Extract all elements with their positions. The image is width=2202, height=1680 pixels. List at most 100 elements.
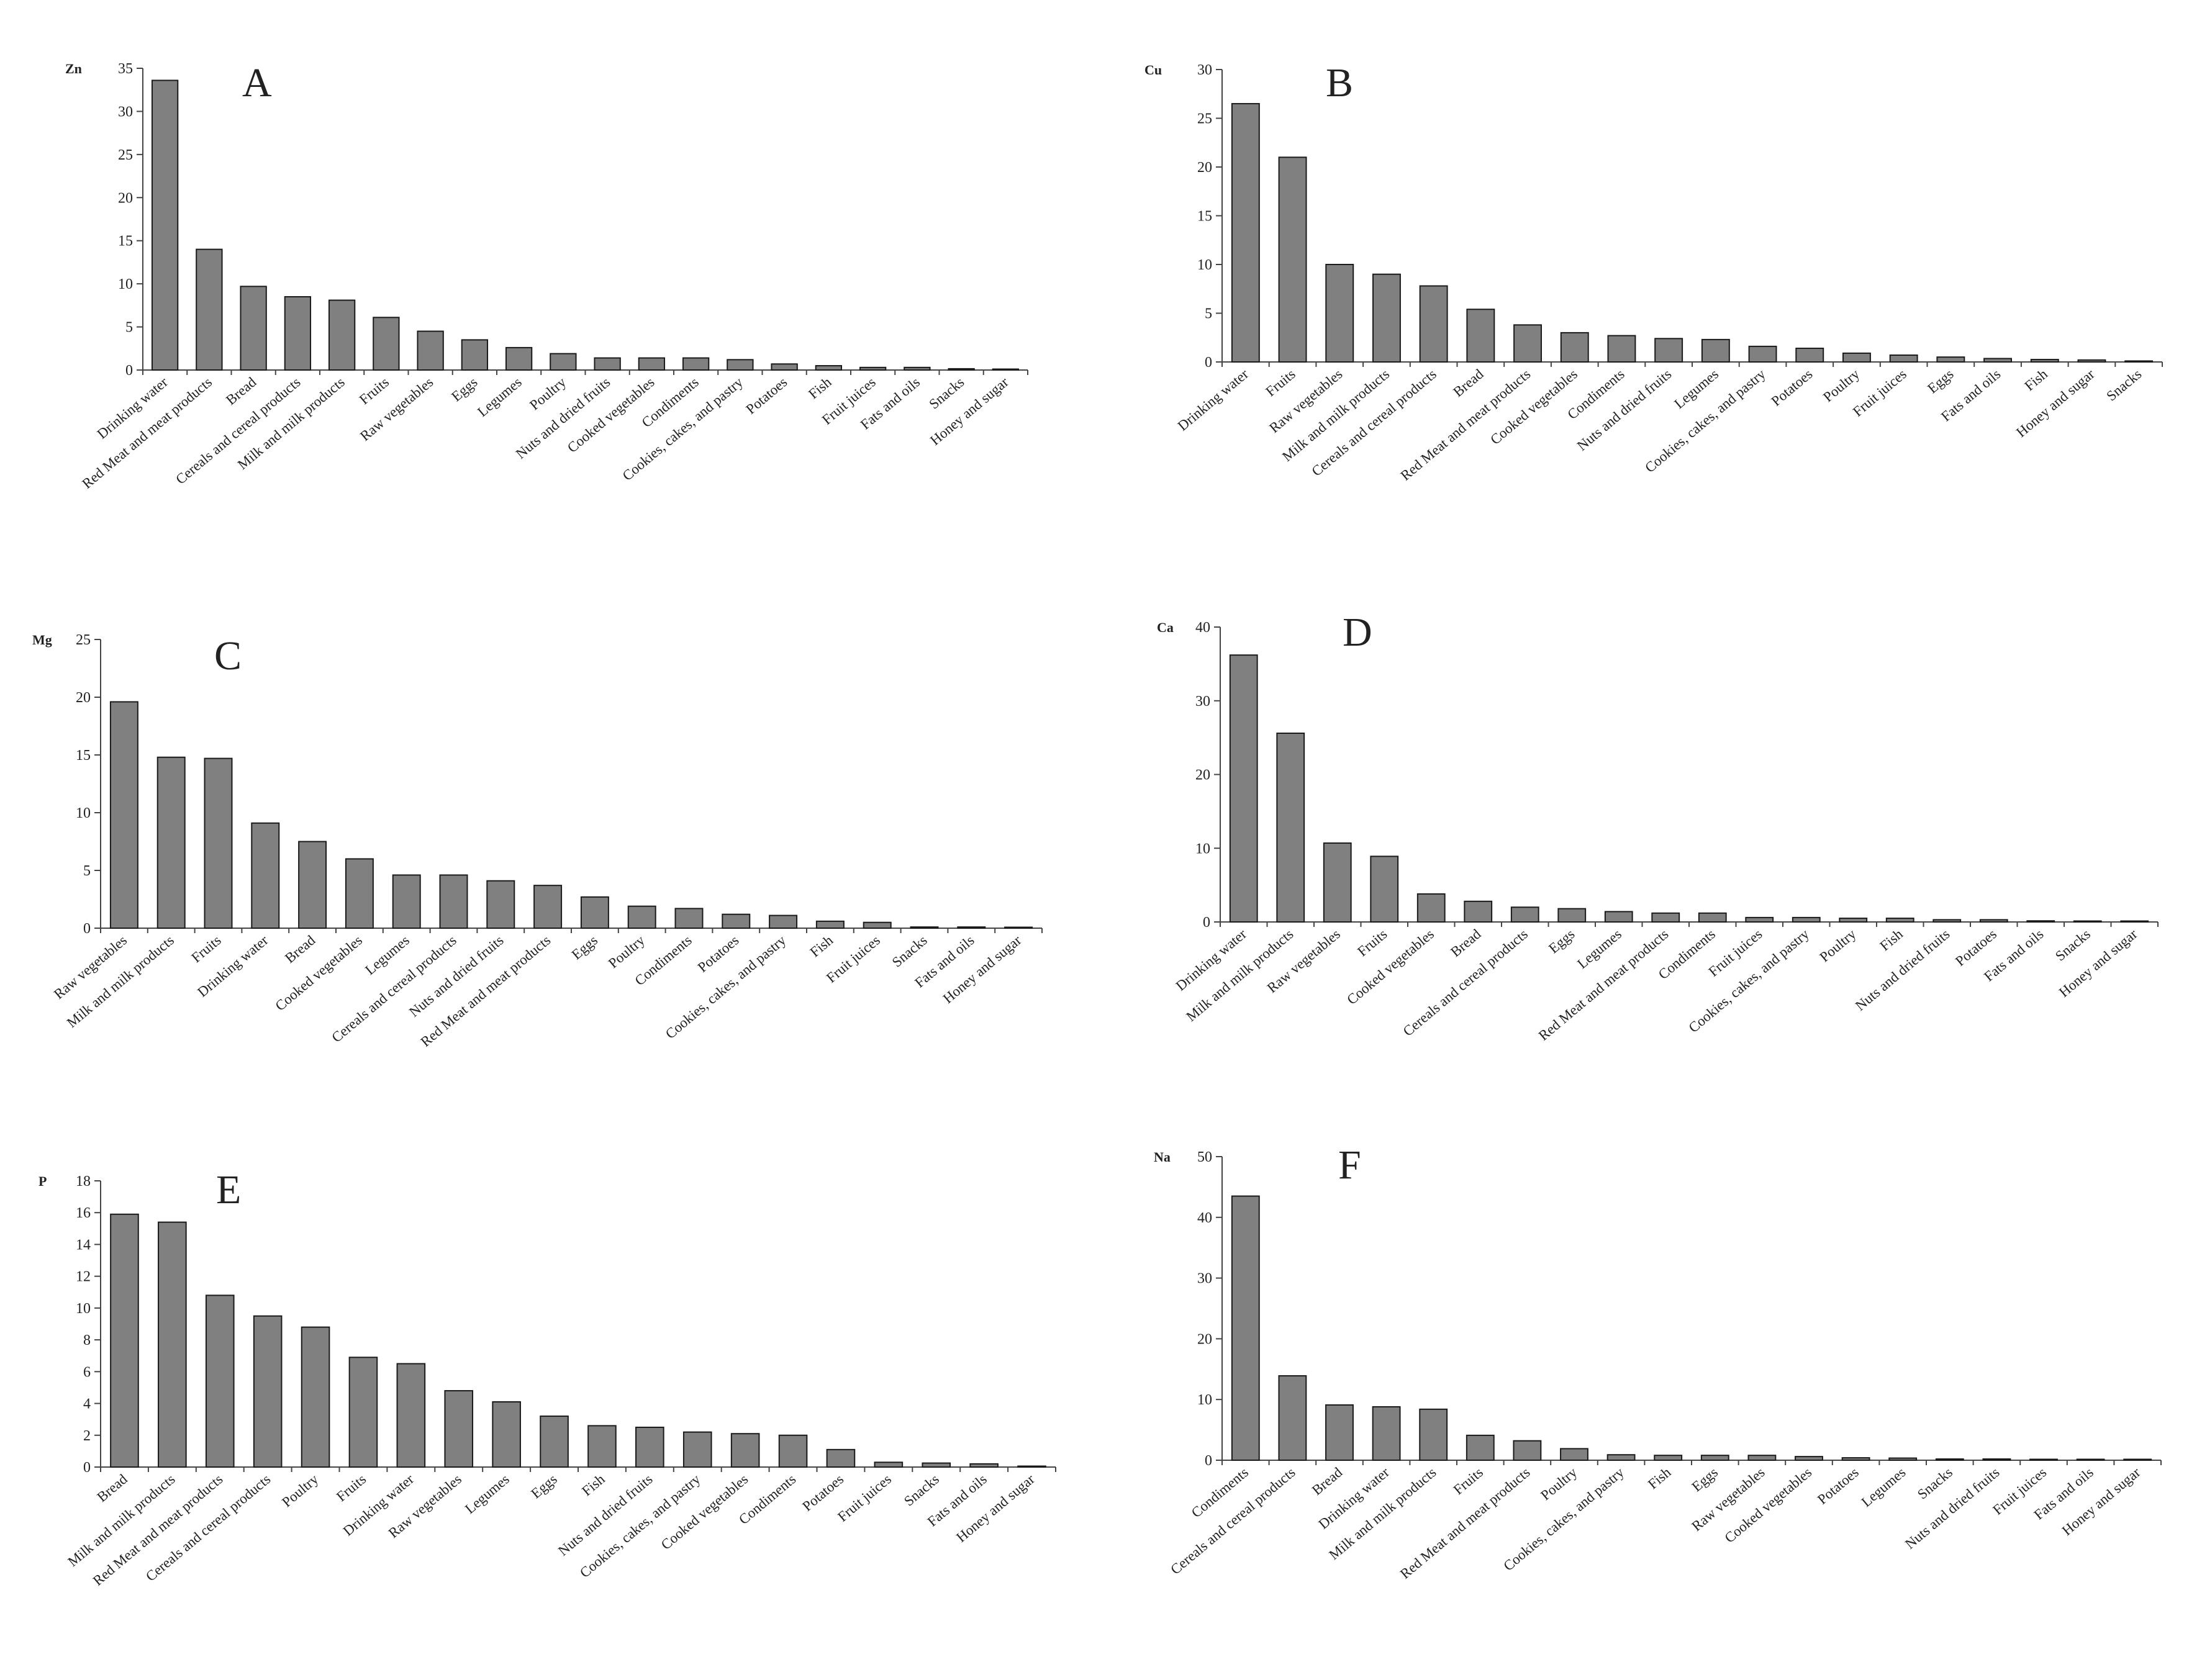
y-tick-label: 10 [76,805,91,821]
y-tick-label: 0 [1205,355,1212,371]
bar-bread [1325,1404,1354,1461]
bar-potatoes [826,1448,856,1468]
y-tick-label: 15 [76,747,91,764]
panel-label: F [1338,1142,1361,1188]
y-tick-label: 0 [1205,1453,1212,1469]
y-tick-label: 50 [1197,1149,1212,1165]
y-tick-label: 20 [76,690,91,706]
bar-fats-and-oils [969,1463,999,1468]
y-tick-label: 20 [1197,160,1212,176]
bar-poultry [550,353,577,371]
bar-fruit-juices [874,1461,904,1468]
y-tick-label: 0 [1203,915,1210,931]
bar-legumes [492,1401,521,1468]
bar-poultry [1560,1448,1588,1461]
bar-legumes [1888,1457,1918,1461]
bar-legumes [392,874,421,929]
bar-raw-vegetables [1325,264,1354,363]
y-tick-label: 30 [1197,1271,1212,1287]
bar-cookies-cakes-and-pastry [727,359,754,371]
bar-condiments [778,1434,808,1468]
bar-milk-and-milk-products [1276,733,1305,923]
bar-drinking-water [396,1363,426,1468]
bar-cooked-vegetables [730,1433,760,1468]
bar-red-meat-and-meat-products [205,1294,235,1468]
y-tick-label: 20 [1197,1331,1212,1347]
bar-snacks [922,1462,951,1468]
bar-cooked-vegetables [1795,1456,1823,1461]
bar-fruits [373,317,400,371]
bar-honey-and-sugar [1004,926,1033,929]
bar-raw-vegetables [444,1390,474,1468]
bar-fruit-juices [1745,916,1774,923]
bar-cooked-vegetables [345,858,374,929]
y-tick-label: 0 [125,363,133,379]
y-tick-label: 15 [1197,209,1212,225]
y-tick-label: 6 [83,1364,91,1380]
y-tick-label: 10 [76,1301,91,1317]
bar-milk-and-milk-products [1419,1408,1448,1461]
bar-snacks [910,926,939,929]
bar-condiments [674,908,704,929]
bar-fruit-juices [2029,1458,2058,1461]
bar-fish [815,365,843,371]
bar-fats-and-oils [904,366,931,371]
bar-fish [1885,918,1914,923]
bar-cereals-and-cereal-products [1510,906,1539,923]
bar-honey-and-sugar [1017,1465,1046,1468]
bar-cookies-cakes-and-pastry [1748,345,1777,363]
bar-red-meat-and-meat-products [196,248,223,371]
bar-nuts-and-dried-fruits [1932,919,1962,923]
bar-red-meat-and-meat-products [1513,324,1543,363]
bar-cookies-cakes-and-pastry [1792,916,1821,923]
bar-eggs [1557,908,1587,923]
bar-bread [110,1213,139,1468]
bar-legumes [1604,911,1633,923]
bar-milk-and-milk-products [328,299,356,371]
y-tick-label: 16 [76,1205,91,1221]
y-tick-label: 2 [83,1428,91,1444]
bar-snacks [948,368,975,371]
bar-drinking-water [251,822,280,929]
y-tick-label: 25 [1197,111,1212,127]
y-tick-label: 10 [1195,841,1210,857]
bar-fats-and-oils [957,926,986,929]
bar-condiments [1698,912,1727,923]
y-tick-label: 0 [83,921,91,937]
bar-milk-and-milk-products [158,1221,187,1468]
y-axis-label: Cu [1144,62,1162,78]
bar-drinking-water [151,79,179,371]
y-tick-label: 4 [83,1396,91,1412]
bar-red-meat-and-meat-products [1513,1440,1542,1461]
bar-fruit-juices [1889,355,1918,363]
bar-condiments [1607,335,1636,363]
bar-bread [1466,309,1495,363]
bar-poultry [301,1326,330,1468]
bar-potatoes [1841,1457,1870,1461]
bar-snacks [2124,360,2154,363]
y-tick-label: 15 [118,233,133,250]
bar-honey-and-sugar [2120,920,2149,923]
y-tick-label: 40 [1195,620,1210,636]
bar-eggs [1936,356,1965,363]
bar-condiments [682,357,710,371]
bar-fish [2030,359,2059,363]
bar-potatoes [722,913,751,929]
bar-honey-and-sugar [2077,359,2106,363]
bar-cereals-and-cereal-products [439,874,468,929]
bar-eggs [580,896,609,929]
bar-raw-vegetables [109,701,138,929]
bar-cooked-vegetables [1416,893,1446,923]
bar-nuts-and-dried-fruits [1982,1458,2011,1461]
y-tick-label: 5 [1205,306,1212,322]
bar-eggs [1700,1455,1729,1461]
y-tick-label: 40 [1197,1210,1212,1226]
bar-bread [240,286,267,371]
bar-red-meat-and-meat-products [533,885,563,929]
panel-label: A [242,60,272,106]
bar-snacks [2073,920,2102,923]
bar-nuts-and-dried-fruits [1654,338,1683,363]
panel-label: E [216,1167,241,1213]
y-tick-label: 25 [118,147,133,163]
